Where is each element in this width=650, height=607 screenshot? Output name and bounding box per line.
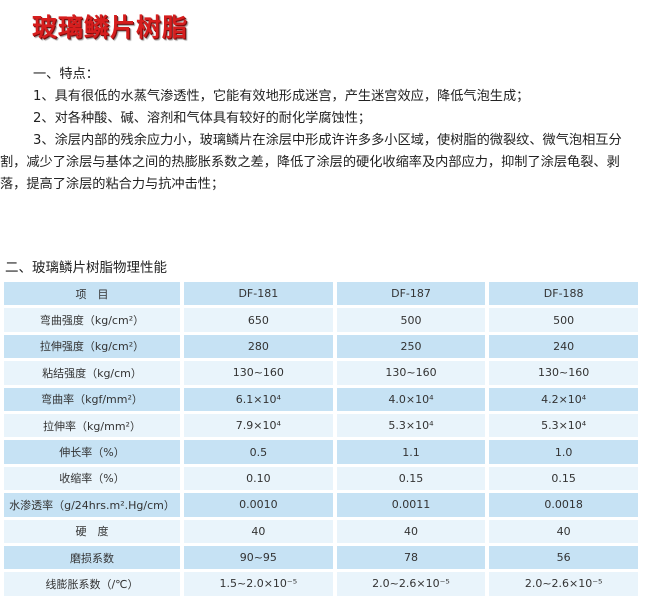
table-row: 弯曲率（kgf/mm²） 6.1×10⁴ 4.0×10⁴ 4.2×10⁴	[4, 387, 638, 411]
table-row: 伸长率（%） 0.5 1.1 1.0	[4, 440, 638, 464]
table-row: 拉伸率（kg/mm²） 7.9×10⁴ 5.3×10⁴ 5.3×10⁴	[4, 413, 638, 438]
value-cell: 0.0010	[184, 493, 333, 517]
property-name-cell: 弯曲强度（kg/cm²）	[4, 308, 180, 332]
value-cell: 0.10	[184, 466, 333, 491]
feature-item: 3、涂层内部的残余应力小，玻璃鳞片在涂层中形成许许多多小区域，使树脂的微裂纹、微…	[0, 133, 622, 192]
value-cell: 6.1×10⁴	[184, 387, 333, 411]
table-row: 弯曲强度（kg/cm²） 650 500 500	[4, 308, 638, 332]
value-cell: DF-188	[489, 282, 638, 306]
value-cell: 650	[184, 308, 333, 332]
value-cell: DF-187	[336, 282, 486, 306]
property-name-cell: 硬 度	[4, 519, 180, 543]
value-cell: 240	[489, 334, 638, 359]
value-cell: 56	[489, 545, 638, 570]
value-cell: 4.0×10⁴	[336, 387, 486, 411]
table-row: 收缩率（%） 0.10 0.15 0.15	[4, 466, 638, 491]
property-name-cell: 拉伸率（kg/mm²）	[4, 413, 180, 438]
value-cell: 78	[336, 545, 486, 570]
value-cell: 2.0~2.6×10⁻⁵	[489, 572, 638, 596]
value-cell: 0.15	[336, 466, 486, 491]
value-cell: 5.3×10⁴	[336, 413, 486, 438]
value-cell: 0.0018	[489, 493, 638, 517]
value-cell: 130~160	[184, 361, 333, 385]
value-cell: DF-181	[184, 282, 333, 306]
feature-item: 1、具有很低的水蒸气渗透性，它能有效地形成迷宫，产生迷宫效应，降低气泡生成；	[33, 89, 530, 104]
value-cell: 40	[489, 519, 638, 543]
features-heading: 一、特点：	[33, 67, 99, 82]
table-row: 硬 度 40 40 40	[4, 519, 638, 543]
value-cell: 1.5~2.0×10⁻⁵	[184, 572, 333, 596]
properties-heading: 二、玻璃鳞片树脂物理性能	[5, 260, 167, 276]
property-name-cell: 伸长率（%）	[4, 440, 180, 464]
value-cell: 0.5	[184, 440, 333, 464]
property-name-cell: 粘结强度（kg/cm）	[4, 361, 180, 385]
property-name-cell: 水渗透率（g/24hrs.m².Hg/cm）	[4, 493, 180, 517]
value-cell: 250	[336, 334, 486, 359]
value-cell: 90~95	[184, 545, 333, 570]
value-cell: 500	[489, 308, 638, 332]
table-row: 磨损系数 90~95 78 56	[4, 545, 638, 570]
property-name-cell: 拉伸强度（kg/cm²）	[4, 334, 180, 359]
page-title: 玻璃鳞片树脂	[32, 13, 189, 42]
value-cell: 2.0~2.6×10⁻⁵	[336, 572, 486, 596]
value-cell: 4.2×10⁴	[489, 387, 638, 411]
table-row: 线膨胀系数（/℃） 1.5~2.0×10⁻⁵ 2.0~2.6×10⁻⁵ 2.0~2.6…	[4, 572, 638, 596]
value-cell: 40	[184, 519, 333, 543]
table-row: 粘结强度（kg/cm） 130~160 130~160 130~160	[4, 361, 638, 385]
value-cell: 1.0	[489, 440, 638, 464]
value-cell: 500	[336, 308, 486, 332]
value-cell: 40	[336, 519, 486, 543]
property-name-cell: 磨损系数	[4, 545, 180, 570]
value-cell: 1.1	[336, 440, 486, 464]
table-row: 拉伸强度（kg/cm²） 280 250 240	[4, 334, 638, 359]
property-name-cell: 弯曲率（kgf/mm²）	[4, 387, 180, 411]
value-cell: 130~160	[336, 361, 486, 385]
table-row: 水渗透率（g/24hrs.m².Hg/cm） 0.0010 0.0011 0.0018	[4, 493, 638, 517]
features-section: 一、特点： 1、具有很低的水蒸气渗透性，它能有效地形成迷宫，产生迷宫效应，降低气…	[0, 64, 646, 196]
value-cell: 5.3×10⁴	[489, 413, 638, 438]
value-cell: 130~160	[489, 361, 638, 385]
property-name-cell: 线膨胀系数（/℃）	[4, 572, 180, 596]
value-cell: 7.9×10⁴	[184, 413, 333, 438]
property-name-cell: 收缩率（%）	[4, 466, 180, 491]
value-cell: 0.15	[489, 466, 638, 491]
value-cell: 0.0011	[336, 493, 486, 517]
feature-item: 2、对各种酸、碱、溶剂和气体具有较好的耐化学腐蚀性；	[33, 111, 372, 126]
properties-table: 项 目 DF-181 DF-187 DF-188 弯曲强度（kg/cm²） 650 500 5…	[0, 279, 642, 599]
property-name-cell: 项 目	[4, 282, 180, 306]
value-cell: 280	[184, 334, 333, 359]
table-header-row: 项 目 DF-181 DF-187 DF-188	[4, 282, 638, 306]
